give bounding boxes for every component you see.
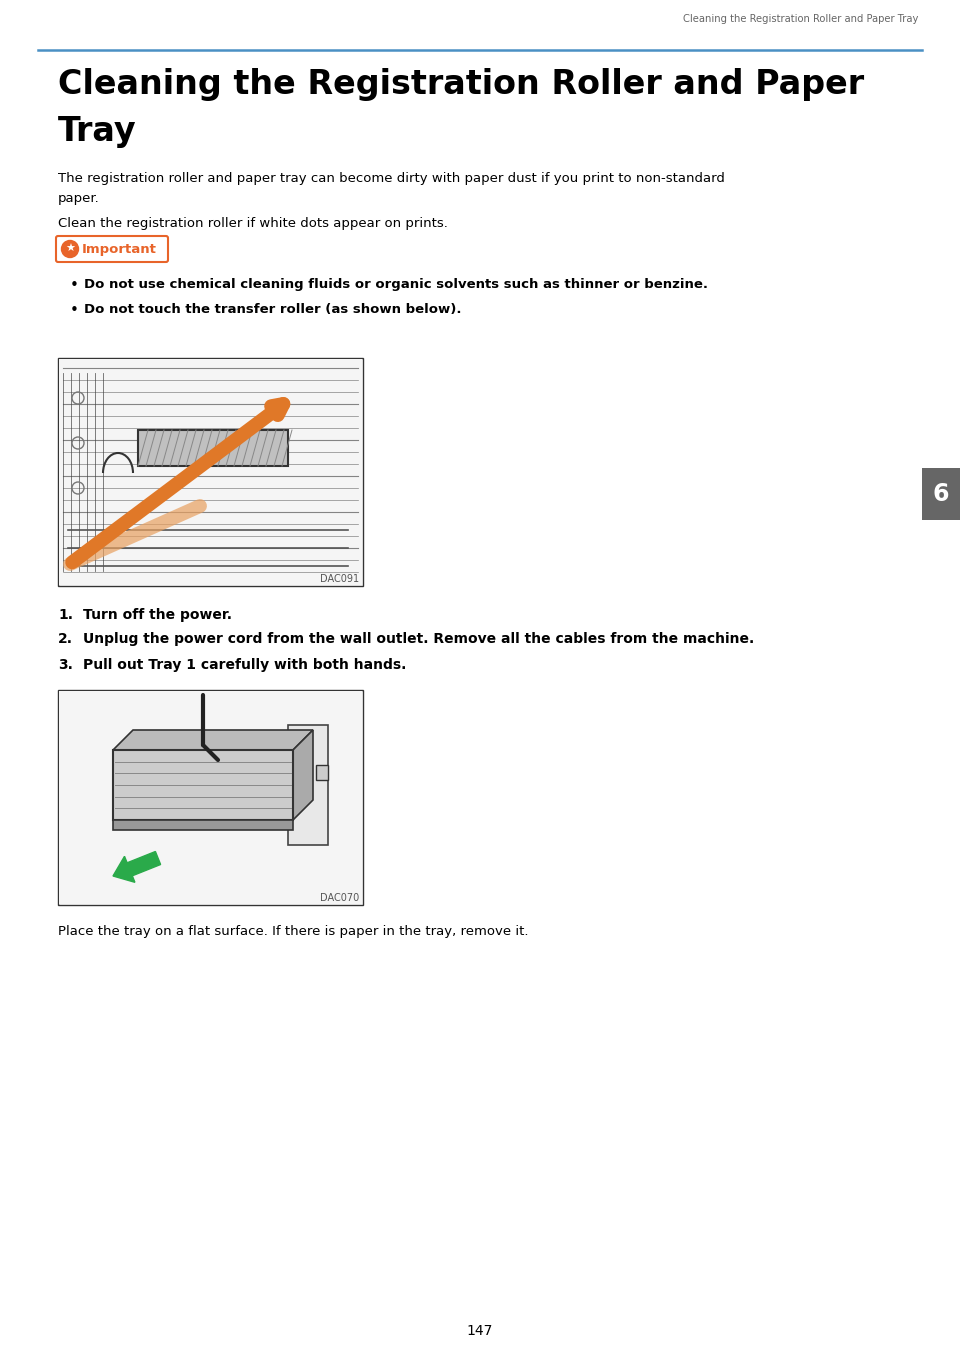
Text: The registration roller and paper tray can become dirty with paper dust if you p: The registration roller and paper tray c… [58,171,725,185]
Bar [113,820,293,830]
Text: 1.: 1. [58,608,73,622]
Polygon shape [293,730,313,820]
Circle shape [61,241,79,257]
Bar [316,764,328,781]
Text: DAC070: DAC070 [320,894,359,903]
Bar [59,359,362,585]
Text: Pull out Tray 1 carefully with both hands.: Pull out Tray 1 carefully with both hand… [83,658,406,672]
Bar [288,725,328,845]
Text: Do not use chemical cleaning fluids or organic solvents such as thinner or benzi: Do not use chemical cleaning fluids or o… [84,277,708,291]
FancyBboxPatch shape [56,237,168,262]
Bar [58,690,363,904]
Text: Cleaning the Registration Roller and Paper Tray: Cleaning the Registration Roller and Pap… [683,14,918,24]
Text: ★: ★ [65,243,75,254]
Text: 2.: 2. [58,632,73,646]
Bar [58,358,363,586]
Text: paper.: paper. [58,192,100,205]
Text: •: • [70,277,79,292]
Bar [138,430,288,466]
Text: Unplug the power cord from the wall outlet. Remove all the cables from the machi: Unplug the power cord from the wall outl… [83,632,755,646]
Text: •: • [70,303,79,318]
Text: Cleaning the Registration Roller and Paper: Cleaning the Registration Roller and Pap… [58,68,864,101]
Bar [59,691,362,904]
Bar [922,468,960,520]
Text: Place the tray on a flat surface. If there is paper in the tray, remove it.: Place the tray on a flat surface. If the… [58,925,529,938]
Text: 147: 147 [467,1325,493,1338]
Text: Important: Important [82,242,156,256]
Polygon shape [113,730,313,749]
Text: DAC091: DAC091 [320,574,359,583]
Text: Turn off the power.: Turn off the power. [83,608,232,622]
Bar [113,749,293,820]
Text: 3.: 3. [58,658,73,672]
Text: Tray: Tray [58,116,136,148]
Text: 6: 6 [933,481,949,506]
Text: Do not touch the transfer roller (as shown below).: Do not touch the transfer roller (as sho… [84,303,462,316]
FancyArrow shape [113,851,160,883]
Text: Clean the registration roller if white dots appear on prints.: Clean the registration roller if white d… [58,218,448,230]
